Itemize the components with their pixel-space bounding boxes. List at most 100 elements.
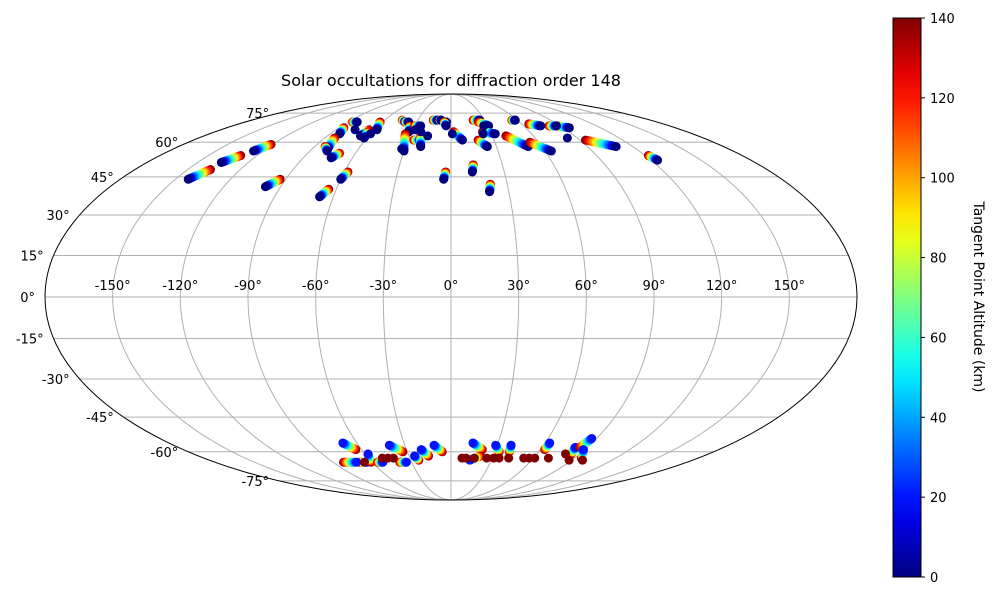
data-point (510, 115, 520, 125)
lon-tick-label: -120° (162, 279, 198, 294)
data-point (216, 157, 226, 167)
data-point (578, 455, 587, 465)
latitude-tick-labels: -75° -60° -45° -30° -15° 0° 15° 30° 45° 60° 75° (16, 107, 269, 490)
data-point (530, 453, 540, 463)
lon-tick-label: 120° (706, 279, 737, 294)
data-point (490, 129, 500, 139)
colorbar-tick-label: 80 (930, 252, 947, 267)
data-point (365, 129, 375, 139)
data-point (469, 453, 479, 463)
data-point (338, 438, 348, 448)
lat-tick-label: 60° (155, 136, 178, 151)
data-point (468, 438, 478, 448)
data-point (564, 455, 574, 465)
data-point (352, 117, 362, 127)
data-point (457, 135, 467, 145)
data-point (363, 449, 373, 459)
data-point (482, 142, 492, 152)
data-point (416, 127, 426, 137)
data-point (545, 438, 555, 448)
longitude-tick-labels: -150° -120° -90° -60° -30° 0° 30° 60° 90° 120° 150… (95, 279, 805, 294)
data-point (482, 453, 492, 463)
lat-tick-label: -45° (86, 411, 114, 426)
data-point (384, 440, 394, 450)
lat-tick-label: 0° (20, 291, 35, 306)
data-point (578, 445, 588, 455)
data-point (397, 144, 407, 154)
lon-tick-label: 90° (642, 279, 665, 294)
data-point (359, 133, 369, 143)
colorbar-ticks: 0 20 40 60 80 100 120 140 (921, 12, 955, 586)
colorbar-tick-label: 0 (930, 571, 938, 586)
data-point (359, 457, 369, 467)
grid-meridian (247, 93, 452, 501)
map-boundary (44, 93, 858, 501)
grid-meridian (179, 93, 452, 501)
colorbar-label: Tangent Point Altitude (km) (970, 200, 986, 392)
data-point (467, 167, 477, 177)
data-point (653, 155, 663, 165)
data-point (478, 129, 488, 139)
data-point (260, 182, 270, 192)
data-point (564, 123, 574, 133)
lon-tick-label: 0° (444, 279, 459, 294)
colorbar-tick-label: 100 (930, 172, 955, 187)
colorbar-tick-label: 60 (930, 331, 947, 346)
data-point (439, 174, 449, 184)
data-point (352, 457, 362, 467)
data-point (587, 433, 597, 443)
data-point (504, 453, 514, 463)
colorbar-tick-label: 40 (930, 411, 947, 426)
data-point (336, 174, 346, 184)
lon-tick-label: -60° (302, 279, 330, 294)
data-point (315, 192, 325, 202)
data-point (429, 440, 439, 450)
data-point (322, 146, 332, 156)
data-point (552, 121, 562, 131)
lon-tick-label: -150° (95, 279, 131, 294)
data-point (461, 453, 471, 463)
map-grid (45, 93, 857, 501)
data-point (249, 146, 259, 156)
data-point (183, 174, 193, 184)
data-point (546, 146, 556, 156)
data-point (350, 125, 360, 135)
lon-tick-label: -90° (234, 279, 262, 294)
colorbar-tick-label: 120 (930, 92, 955, 107)
lat-tick-label: -30° (42, 373, 70, 388)
lat-tick-label: 45° (91, 171, 114, 186)
data-point (536, 121, 546, 131)
data-point (410, 451, 420, 461)
chart-title: Solar occultations for diffraction order… (281, 71, 621, 90)
lat-tick-label: 15° (21, 249, 44, 264)
data-points (183, 115, 663, 467)
lat-tick-label: -15° (16, 333, 44, 348)
data-point (388, 453, 398, 463)
data-point (326, 153, 336, 163)
data-point (611, 142, 621, 152)
colorbar (892, 17, 922, 578)
data-point (506, 440, 516, 450)
lon-tick-label: 60° (575, 279, 598, 294)
lat-tick-label: -60° (151, 446, 179, 461)
colorbar-tick-label: 20 (930, 491, 947, 506)
data-point (416, 445, 426, 455)
data-point (401, 457, 411, 467)
lat-tick-label: -75° (241, 475, 269, 490)
data-point (494, 453, 504, 463)
data-point (485, 187, 495, 197)
data-point (491, 440, 501, 450)
lat-tick-label: 30° (47, 209, 70, 224)
colorbar-tick-label: 140 (930, 12, 955, 27)
grid-meridian (112, 93, 452, 501)
lon-tick-label: -30° (369, 279, 397, 294)
grid-meridian (450, 93, 723, 501)
data-point (447, 129, 457, 139)
data-point (416, 142, 426, 152)
lon-tick-label: 150° (774, 279, 805, 294)
grid-meridian (450, 93, 790, 501)
lat-tick-label: 75° (246, 107, 269, 122)
data-point (562, 133, 572, 143)
data-point (423, 131, 433, 141)
